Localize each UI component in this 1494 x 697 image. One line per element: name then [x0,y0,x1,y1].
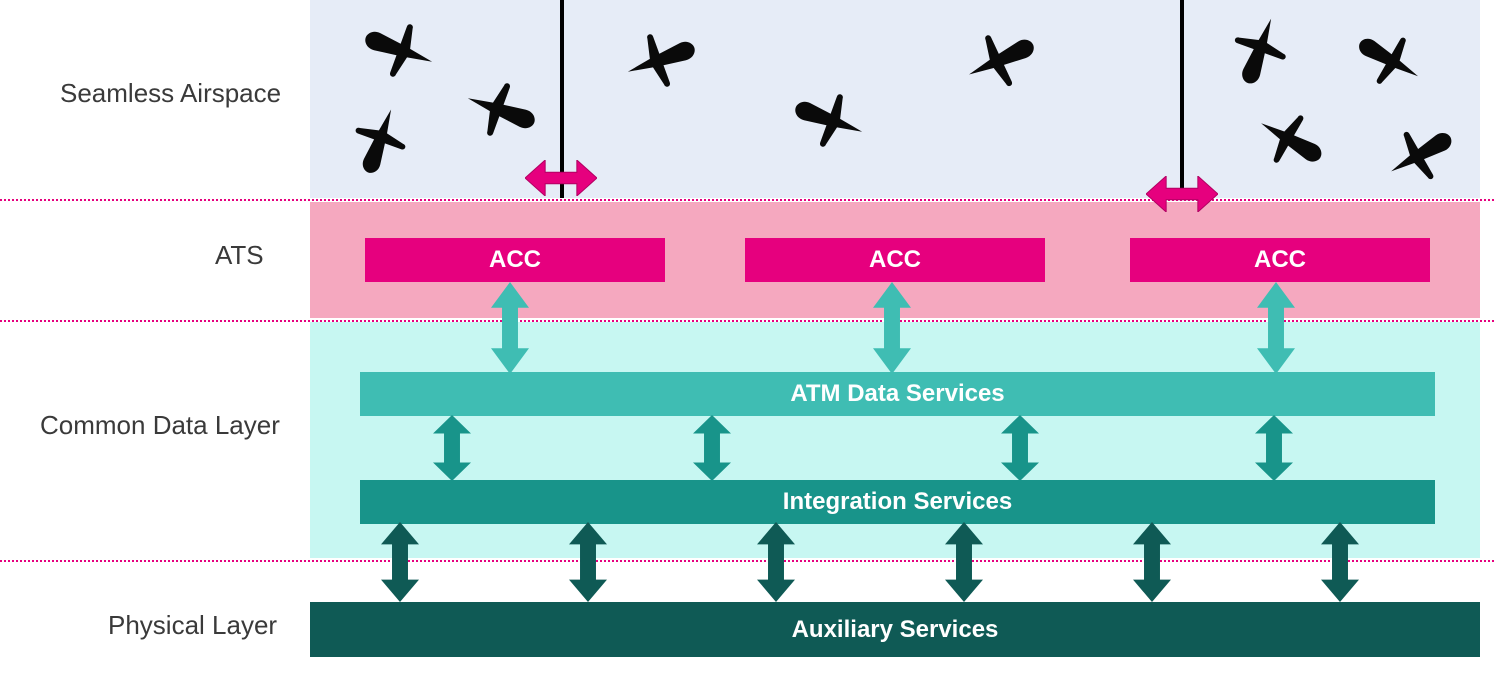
physical-bar-label: Auxiliary Services [792,616,999,644]
layer-connector-arrow-icon [1133,522,1171,602]
label-physical: Physical Layer [108,610,277,641]
label-ats: ATS [215,240,264,271]
layer-connector-arrow-icon [1001,415,1039,481]
boundary-double-arrow-icon [1146,176,1218,212]
acc-box: ACC [745,238,1045,282]
layer-connector-arrow-icon [757,522,795,602]
layer-connector-arrow-icon [1257,282,1295,374]
atm-data-services-bar: ATM Data Services [360,372,1435,416]
integration-services-bar: Integration Services [360,480,1435,524]
layer-connector-arrow-icon [381,522,419,602]
boundary-double-arrow-icon [525,160,597,196]
layer-connector-arrow-icon [945,522,983,602]
integration-bar-label: Integration Services [783,488,1012,516]
layer-connector-arrow-icon [1255,415,1293,481]
acc-box: ACC [365,238,665,282]
layer-connector-arrow-icon [873,282,911,374]
label-airspace: Seamless Airspace [60,78,281,109]
layer-connector-arrow-icon [491,282,529,374]
layer-connector-arrow-icon [693,415,731,481]
layer-connector-arrow-icon [569,522,607,602]
layer-divider [0,560,1494,562]
layer-divider [0,199,1494,201]
label-common: Common Data Layer [40,410,280,441]
layer-connector-arrow-icon [1321,522,1359,602]
airspace-boundary-line [1180,0,1184,198]
layer-connector-arrow-icon [433,415,471,481]
atm-bar-label: ATM Data Services [790,380,1004,408]
acc-box: ACC [1130,238,1430,282]
auxiliary-services-bar: Auxiliary Services [310,602,1480,657]
